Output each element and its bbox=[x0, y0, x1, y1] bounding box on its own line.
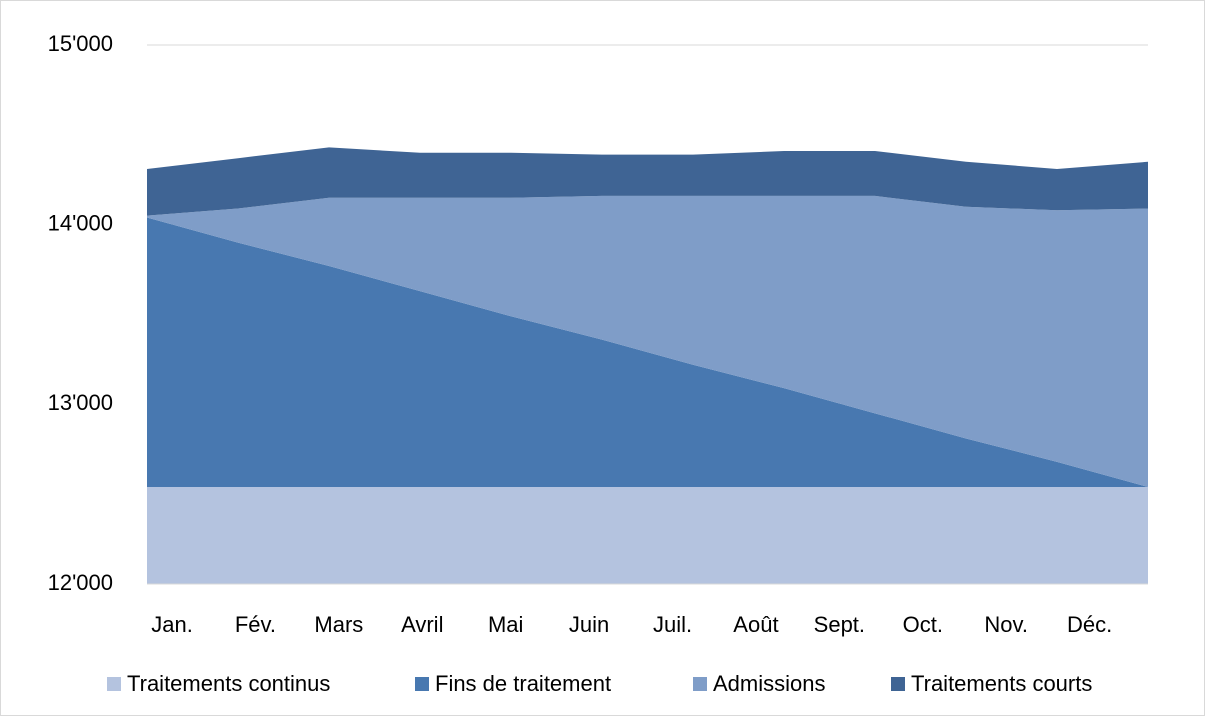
legend-label: Admissions bbox=[713, 671, 825, 696]
legend-label: Traitements continus bbox=[127, 671, 330, 696]
x-tick-label: Sept. bbox=[814, 612, 865, 637]
x-tick-label: Nov. bbox=[984, 612, 1028, 637]
y-tick-label: 14'000 bbox=[48, 210, 113, 235]
x-tick-label: Mai bbox=[488, 612, 523, 637]
y-tick-label: 13'000 bbox=[48, 390, 113, 415]
x-tick-label: Déc. bbox=[1067, 612, 1112, 637]
legend-swatch bbox=[415, 677, 429, 691]
legend-swatch bbox=[107, 677, 121, 691]
x-tick-label: Juil. bbox=[653, 612, 692, 637]
x-tick-label: Mars bbox=[314, 612, 363, 637]
legend-label: Fins de traitement bbox=[435, 671, 611, 696]
legend-swatch bbox=[891, 677, 905, 691]
area bbox=[147, 217, 1148, 487]
y-tick-label: 12'000 bbox=[48, 570, 113, 595]
x-tick-label: Fév. bbox=[235, 612, 276, 637]
x-tick-label: Jan. bbox=[151, 612, 193, 637]
x-tick-label: Juin bbox=[569, 612, 609, 637]
legend-swatch bbox=[693, 677, 707, 691]
area bbox=[147, 195, 1148, 487]
y-tick-label: 15'000 bbox=[48, 31, 113, 56]
x-tick-label: Oct. bbox=[903, 612, 943, 637]
x-tick-label: Août bbox=[733, 612, 778, 637]
area bbox=[147, 486, 1148, 584]
x-tick-label: Avril bbox=[401, 612, 443, 637]
legend-label: Traitements courts bbox=[911, 671, 1092, 696]
area bbox=[147, 147, 1148, 216]
